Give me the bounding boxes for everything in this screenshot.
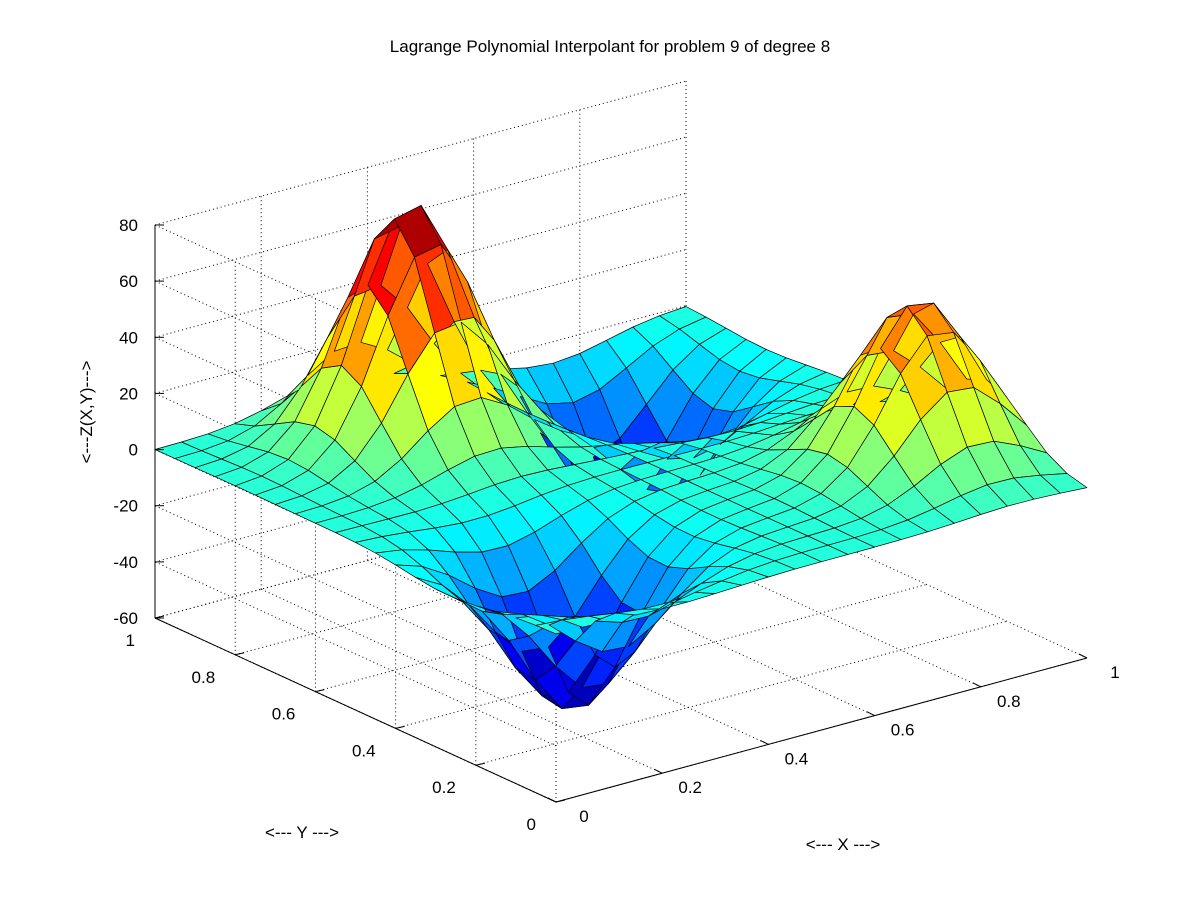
x-tick-label: 0.4 — [785, 749, 809, 768]
z-tick-label: 80 — [119, 216, 138, 235]
y-tick-label: 0.4 — [352, 741, 376, 760]
tick-labels: 0 0.2 0.4 0.6 0.8 1 0 0.2 0.4 0.6 0.8 1 -60 -40 -20 0 20… — [113, 216, 1119, 834]
grid-line — [579, 502, 982, 688]
z-tick-label: 60 — [119, 272, 138, 291]
y-axis-line — [154, 617, 557, 803]
z-tick-label: -60 — [113, 609, 138, 628]
grid-line — [154, 505, 557, 691]
axes — [154, 224, 1088, 803]
y-tick-label: 1 — [126, 631, 135, 650]
y-tick-label: 0.6 — [272, 705, 296, 724]
y-tick-label: 0.8 — [192, 668, 216, 687]
x-tick-label: 0.2 — [678, 778, 702, 797]
chart-title: Lagrange Polynomial Interpolant for prob… — [390, 37, 830, 56]
z-tick-label: 20 — [119, 384, 138, 403]
y-axis-title: <--- Y ---> — [265, 823, 339, 842]
x-tick-mark — [972, 682, 982, 688]
y-tick-label: 0.2 — [432, 778, 456, 797]
z-axis-title: <---Z(X,Y)---> — [77, 360, 96, 463]
x-tick-label: 0.6 — [891, 721, 915, 740]
z-tick-label: -40 — [113, 553, 138, 572]
surface-mesh — [154, 205, 1088, 710]
surface-patch — [1040, 473, 1088, 494]
grid-line — [473, 531, 875, 717]
x-tick-mark — [760, 739, 769, 745]
y-tick-mark — [475, 762, 485, 766]
y-tick-mark — [315, 689, 325, 693]
z-tick-label: -20 — [113, 497, 138, 516]
x-tick-mark — [653, 768, 663, 774]
grid-line — [260, 588, 663, 774]
z-tick-label: 0 — [129, 441, 138, 460]
x-tick-label: 0.8 — [997, 692, 1021, 711]
x-tick-label: 0 — [579, 807, 588, 826]
grid-line — [154, 561, 557, 747]
y-tick-mark — [235, 652, 245, 656]
x-tick-mark — [1078, 653, 1088, 659]
y-tick-mark — [555, 799, 566, 803]
x-tick-mark — [547, 797, 557, 803]
x-tick-label: 1 — [1110, 663, 1119, 682]
x-axis-title: <--- X ---> — [806, 835, 881, 854]
grid-line — [685, 473, 1088, 659]
x-axis-line — [555, 657, 1088, 803]
y-tick-label: 0 — [527, 815, 536, 834]
z-tick-label: 40 — [119, 328, 138, 347]
x-tick-mark — [866, 711, 875, 717]
y-tick-mark — [395, 725, 405, 729]
